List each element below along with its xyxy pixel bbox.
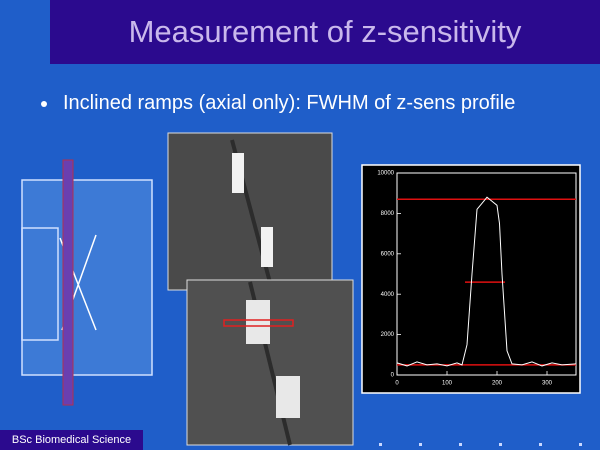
phantom-outline	[21, 179, 153, 376]
profile-line	[396, 196, 577, 367]
decoration	[379, 443, 582, 446]
plot-frame	[361, 164, 581, 394]
plot-area	[396, 172, 577, 376]
bullet-dot	[41, 101, 47, 107]
y-tick-label: 2000	[381, 332, 395, 338]
bullet-text: Inclined ramps (axial only): FWHM of z-s…	[63, 92, 516, 114]
y-tick-label: 4000	[381, 292, 395, 298]
slide-title: Measurement of z-sensitivity	[128, 14, 522, 49]
ramp-image	[261, 227, 273, 267]
profile-plot: 0 2000 4000 6000 8000 10000 0 100 200 300	[377, 171, 577, 387]
x-tick-label: 0	[395, 381, 399, 387]
ramp-image	[276, 376, 300, 418]
y-tick-label: 0	[391, 373, 395, 379]
x-tick-label: 100	[442, 381, 453, 387]
footer-label: BSc Biomedical Science	[0, 430, 143, 450]
x-tick-label: 200	[492, 381, 503, 387]
y-tick-label: 10000	[377, 171, 394, 177]
phantom-inner	[21, 227, 59, 341]
slice-bar	[62, 159, 74, 406]
ramp-image	[232, 153, 244, 193]
y-tick-label: 6000	[381, 251, 395, 257]
ramp-image	[246, 300, 270, 344]
roi-box	[223, 319, 294, 327]
x-tick-label: 300	[542, 381, 553, 387]
y-tick-label: 8000	[381, 211, 395, 217]
title-bar: Measurement of z-sensitivity	[50, 0, 600, 64]
